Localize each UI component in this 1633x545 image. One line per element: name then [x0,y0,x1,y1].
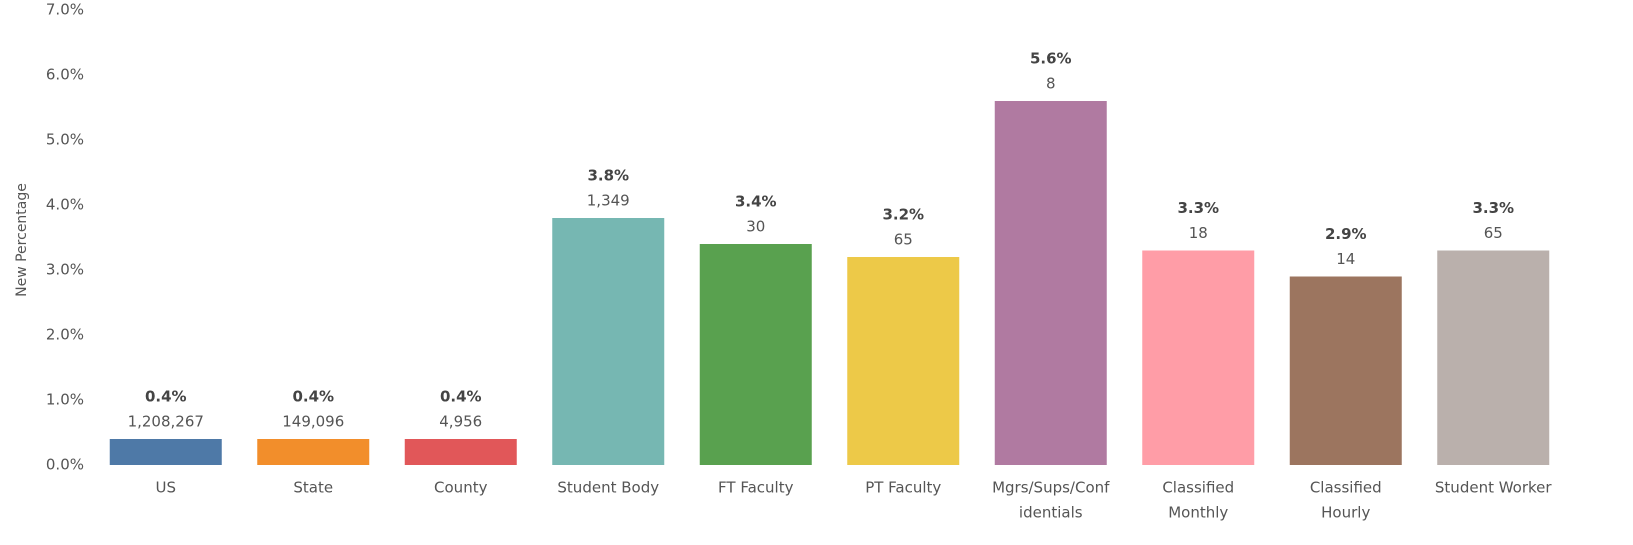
value-label: 2.9% [1325,225,1367,243]
bar [1142,250,1255,465]
value-label: 3.3% [1177,199,1219,217]
count-label: 1,208,267 [128,413,204,431]
count-label: 18 [1189,224,1208,242]
value-label: 5.6% [1030,50,1072,68]
value-label: 3.2% [882,206,924,224]
count-label: 1,349 [587,192,630,210]
x-tick-label: Student Worker [1435,479,1552,497]
x-tick-label: Hourly [1321,504,1370,522]
value-label: 0.4% [440,388,482,406]
y-tick-label: 6.0% [46,66,84,84]
bar [109,439,222,465]
value-label: 0.4% [145,388,187,406]
x-tick-label: identials [1019,504,1083,522]
bar [552,218,665,465]
y-tick-label: 5.0% [46,131,84,149]
x-tick-label: Student Body [557,479,659,497]
count-label: 14 [1336,250,1355,268]
y-tick-label: 7.0% [46,1,84,19]
x-tick-label: State [293,479,333,497]
x-tick-label: US [155,479,176,497]
y-axis-label: New Percentage [14,183,30,297]
x-tick-label: FT Faculty [718,479,794,497]
x-tick-label: Monthly [1168,504,1228,522]
count-label: 149,096 [282,413,344,431]
bar [1437,250,1550,465]
y-tick-label: 2.0% [46,326,84,344]
y-tick-label: 0.0% [46,456,84,474]
count-label: 8 [1046,75,1056,93]
y-tick-label: 1.0% [46,391,84,409]
value-label: 3.8% [587,167,629,185]
bar [994,101,1107,465]
x-tick-label: Mgrs/Sups/Conf [992,479,1110,497]
bar [404,439,517,465]
x-tick-label: PT Faculty [865,479,941,497]
count-label: 65 [1484,224,1503,242]
bar [847,257,960,465]
value-label: 0.4% [292,388,334,406]
value-label: 3.3% [1472,199,1514,217]
count-label: 65 [894,231,913,249]
value-label: 3.4% [735,193,777,211]
x-tick-label: Classified [1162,479,1234,497]
x-tick-label: County [434,479,488,497]
bar [699,244,812,465]
count-label: 30 [746,218,765,236]
bar [257,439,370,465]
x-tick-label: Classified [1310,479,1382,497]
count-label: 4,956 [439,413,482,431]
y-tick-label: 4.0% [46,196,84,214]
bar [1289,276,1402,465]
y-tick-label: 3.0% [46,261,84,279]
